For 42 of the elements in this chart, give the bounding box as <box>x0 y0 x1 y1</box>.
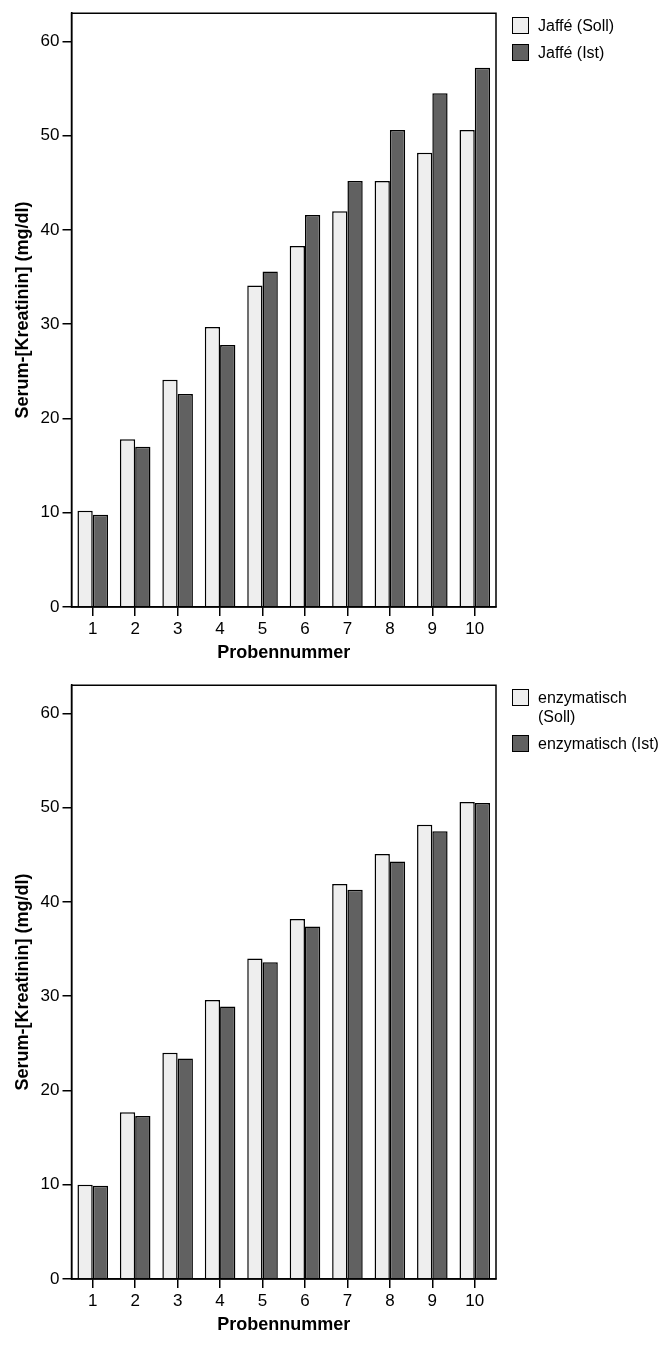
x-tick-label: 3 <box>172 1290 183 1310</box>
y-tick-label: 0 <box>50 596 60 616</box>
y-tick-label: 30 <box>40 313 60 333</box>
x-tick-label: 4 <box>215 1290 225 1310</box>
x-tick-label: 7 <box>342 1290 353 1310</box>
y-tick-label: 30 <box>40 985 60 1005</box>
y-axis-title: Serum-[Kreatinin] (mg/dl) <box>11 201 32 419</box>
y-axis-title: Serum-[Kreatinin] (mg/dl) <box>11 873 32 1091</box>
y-tick-label: 20 <box>40 408 60 428</box>
legend-label: Jaffé (Ist) <box>538 43 605 62</box>
x-axis-title: Probennummer <box>217 642 351 663</box>
x-tick-label: 9 <box>427 1290 438 1310</box>
x-tick-label: 5 <box>257 1290 268 1310</box>
x-tick-label: 8 <box>385 1290 395 1310</box>
y-tick-label: 20 <box>40 1080 60 1100</box>
x-tick-label: 2 <box>130 618 140 638</box>
x-tick-label: 9 <box>427 618 438 638</box>
y-tick-label: 60 <box>40 31 60 51</box>
legend-label: enzymatisch (Ist) <box>538 734 659 753</box>
y-tick-label: 50 <box>40 797 60 817</box>
x-tick-label: 8 <box>385 618 395 638</box>
x-tick-label: 1 <box>88 618 98 638</box>
x-tick-label: 10 <box>465 618 485 638</box>
y-tick-label: 10 <box>40 502 60 522</box>
x-tick-label: 5 <box>257 618 268 638</box>
legend-label: enzymatisch (Soll) <box>538 688 628 726</box>
x-tick-label: 3 <box>172 618 183 638</box>
x-tick-label: 4 <box>215 618 225 638</box>
x-axis-title: Probennummer <box>217 1314 351 1335</box>
x-tick-label: 1 <box>88 1290 98 1310</box>
x-tick-label: 10 <box>465 1290 485 1310</box>
y-tick-label: 0 <box>50 1268 60 1288</box>
y-tick-label: 40 <box>40 891 60 911</box>
y-tick-label: 40 <box>40 219 60 239</box>
y-tick-label: 10 <box>40 1174 60 1194</box>
x-tick-label: 2 <box>130 1290 140 1310</box>
x-tick-label: 6 <box>300 618 310 638</box>
x-tick-label: 6 <box>300 1290 310 1310</box>
y-tick-label: 60 <box>40 703 60 723</box>
x-tick-label: 7 <box>342 618 353 638</box>
y-tick-label: 50 <box>40 125 60 145</box>
legend-label: Jaffé (Soll) <box>538 16 615 35</box>
